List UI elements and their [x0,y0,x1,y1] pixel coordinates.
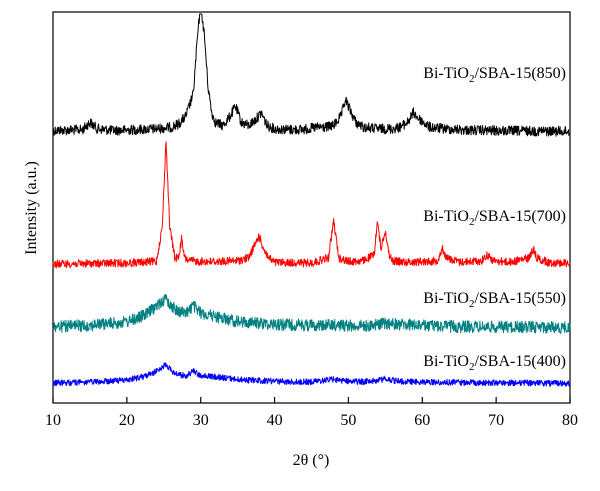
x-tick-label: 20 [119,412,135,429]
series-line [52,13,571,137]
x-tick-label: 50 [340,412,356,429]
series-label-suffix: /SBA-15(400) [474,353,566,370]
x-axis-ticks: 10 20 30 40 50 60 70 80 [45,397,578,429]
x-tick-label: 70 [488,412,504,429]
series-group [52,13,571,387]
series-label-subscript: 2 [469,216,475,228]
series-label-prefix: Bi-TiO [423,290,469,307]
series-label: Bi-TiO2/SBA-15(700) [423,208,566,228]
series-label-prefix: Bi-TiO [423,65,469,82]
series-line [52,294,571,335]
x-tick-label: 40 [267,412,283,429]
series-label-suffix: /SBA-15(850) [474,65,566,82]
x-tick-label: 80 [562,412,578,429]
series-label-suffix: /SBA-15(700) [474,208,566,225]
series-line [52,362,571,387]
series-line [52,141,571,269]
y-axis-title: Intensity (a.u.) [23,161,40,255]
series-label-subscript: 2 [469,73,475,85]
x-tick-label: 60 [414,412,430,429]
series-label-subscript: 2 [469,361,475,373]
series-label: Bi-TiO2/SBA-15(850) [423,65,566,85]
x-tick-label: 30 [193,412,209,429]
series-label-prefix: Bi-TiO [423,208,469,225]
series-label-subscript: 2 [469,298,475,310]
plot-frame [52,11,571,404]
series-labels: Bi-TiO2/SBA-15(850)Bi-TiO2/SBA-15(700)Bi… [423,65,566,373]
series-label-suffix: /SBA-15(550) [474,290,566,307]
series-label-prefix: Bi-TiO [423,353,469,370]
x-axis-title: 2θ (°) [293,452,330,469]
series-label: Bi-TiO2/SBA-15(550) [423,290,566,310]
series-label: Bi-TiO2/SBA-15(400) [423,353,566,373]
x-tick-label: 10 [45,412,61,429]
